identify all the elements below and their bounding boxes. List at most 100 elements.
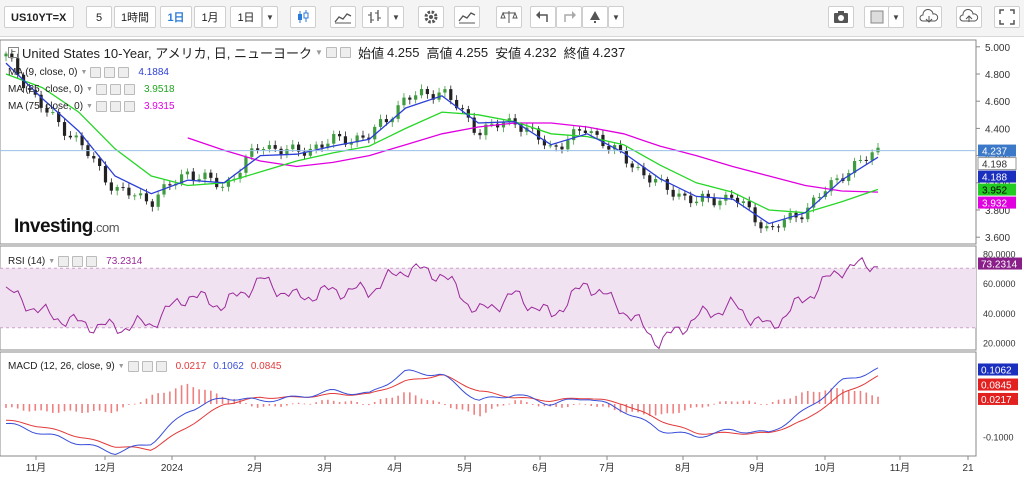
legend-ma9-dropdown-icon[interactable]: ▼ [80, 69, 88, 76]
bar-chart-icon[interactable] [362, 6, 388, 28]
template-icon[interactable] [864, 6, 890, 28]
candle-body [630, 163, 634, 168]
macd-hist-bar [69, 404, 72, 411]
legend-ma9: MA (9, close, 0) ▼ 4.1884 [8, 67, 169, 78]
candle-body [337, 133, 342, 137]
legend-ma75-close-icon[interactable] [123, 101, 135, 112]
cloud-download-icon[interactable] [916, 6, 942, 28]
legend-ma75-dropdown-icon[interactable]: ▼ [86, 103, 93, 110]
macd-hist-bar [818, 392, 821, 404]
candle-body [238, 172, 242, 179]
legend-rsi-close-icon[interactable] [86, 256, 98, 267]
camera-icon[interactable] [828, 6, 854, 28]
price-ytick-label: 3.800 [985, 206, 1010, 217]
macd-hist-bar [590, 404, 593, 407]
macd-tag-label: 0.0217 [981, 395, 1012, 406]
macd-hist-bar [403, 392, 405, 404]
legend-ma25-close-icon[interactable] [123, 84, 135, 95]
fullscreen-icon[interactable] [994, 6, 1020, 28]
legend-ma9-hide-icon[interactable] [104, 67, 116, 78]
candlestick-icon[interactable] [290, 6, 316, 28]
legend-macd-hist: 0.0217 [175, 361, 207, 372]
area-chart-icon[interactable] [330, 6, 356, 28]
macd-hist-bar [853, 390, 856, 404]
interval-5-button[interactable]: 5 [86, 6, 112, 28]
collapse-icon[interactable]: − [8, 47, 19, 58]
legend-ma25-gear-icon[interactable] [95, 84, 107, 95]
candle-body [712, 198, 716, 206]
candle-body [414, 95, 418, 100]
macd-hist-bar [274, 404, 277, 407]
macd-hist-bar [262, 404, 265, 407]
macd-hist-bar [637, 404, 639, 413]
undo-icon[interactable] [530, 6, 556, 28]
price-tag-label: 3.932 [982, 199, 1007, 210]
legend-ma9-close-icon[interactable] [118, 67, 130, 78]
chart-type-dropdown-icon[interactable]: ▼ [388, 6, 404, 28]
legend-ma25-hide-icon[interactable] [109, 84, 121, 95]
macd-hist-bar [695, 404, 698, 408]
macd-hist-bar [596, 404, 598, 407]
redo-icon[interactable] [556, 6, 582, 28]
legend-ma25-dropdown-icon[interactable]: ▼ [86, 86, 93, 93]
candle-body [109, 182, 113, 191]
indicators-icon[interactable] [454, 6, 480, 28]
macd-hist-bar [531, 404, 534, 405]
cloud-upload-icon[interactable] [956, 6, 982, 28]
legend-rsi-dropdown-icon[interactable]: ▼ [48, 258, 56, 265]
ma9-line [5, 62, 879, 225]
interval-1d-button[interactable]: 1日 [160, 6, 192, 28]
legend-ma75-gear-icon[interactable] [95, 101, 107, 112]
candle-body [320, 144, 324, 148]
interval-1m-button[interactable]: 1月 [194, 6, 226, 28]
macd-hist-bar [414, 395, 417, 404]
macd-hist-bar [754, 402, 756, 404]
candle-body [759, 222, 763, 229]
legend-rsi-gear-icon[interactable] [58, 256, 70, 267]
compare-scale-icon[interactable] [496, 6, 522, 28]
candle-body [4, 53, 8, 57]
interval-dropdown-icon[interactable]: ▼ [262, 6, 278, 28]
macd-hist-bar [701, 404, 704, 408]
rsi-ytick-label: 20.0000 [983, 339, 1016, 349]
symbol-input[interactable]: US10YT=X [4, 6, 74, 28]
macd-hist-bar [122, 404, 124, 408]
macd-hist-bar [473, 404, 475, 415]
gear-icon[interactable] [418, 6, 444, 28]
macd-hist-bar [34, 404, 37, 411]
logo-brand: Investing [14, 216, 93, 237]
macd-hist-bar [221, 396, 224, 404]
legend-rsi-hide-icon[interactable] [72, 256, 84, 267]
macd-hist-bar [660, 404, 663, 415]
legend-macd-close-icon[interactable] [155, 361, 167, 372]
template-dropdown-icon[interactable]: ▼ [888, 6, 904, 28]
chart-area[interactable]: 5.0004.8004.6004.4004.2004.0003.8003.600… [0, 36, 1024, 477]
candle-body [665, 179, 669, 190]
macd-hist-bar [766, 404, 768, 405]
candle-body [408, 97, 412, 100]
macd-tag-label: 0.1062 [981, 365, 1012, 376]
macd-hist-bar [420, 398, 423, 404]
alert-dropdown-icon[interactable]: ▼ [608, 6, 624, 28]
interval-1h-button[interactable]: 1時間 [114, 6, 156, 28]
interval-select[interactable]: 1日 [230, 6, 262, 28]
candle-body [782, 219, 786, 228]
macd-hist-bar [643, 404, 645, 415]
settings-icon[interactable] [325, 47, 337, 58]
legend-ma75-hide-icon[interactable] [109, 101, 121, 112]
legend-macd-hide-icon[interactable] [141, 361, 153, 372]
macd-hist-bar [40, 404, 42, 411]
legend-macd-dropdown-icon[interactable]: ▼ [117, 363, 125, 370]
candle-body [542, 139, 547, 146]
alert-icon[interactable] [582, 6, 608, 28]
title-dropdown-icon[interactable]: ▼ [315, 48, 323, 57]
legend-ma9-gear-icon[interactable] [90, 67, 102, 78]
macd-hist-bar [157, 393, 159, 404]
macd-hist-bar [338, 402, 341, 404]
candle-body [378, 119, 383, 127]
candle-body [724, 194, 728, 201]
hide-icon[interactable] [339, 47, 351, 58]
candle-body [431, 94, 435, 100]
close-value: 4.237 [592, 45, 626, 60]
legend-macd-gear-icon[interactable] [127, 361, 139, 372]
